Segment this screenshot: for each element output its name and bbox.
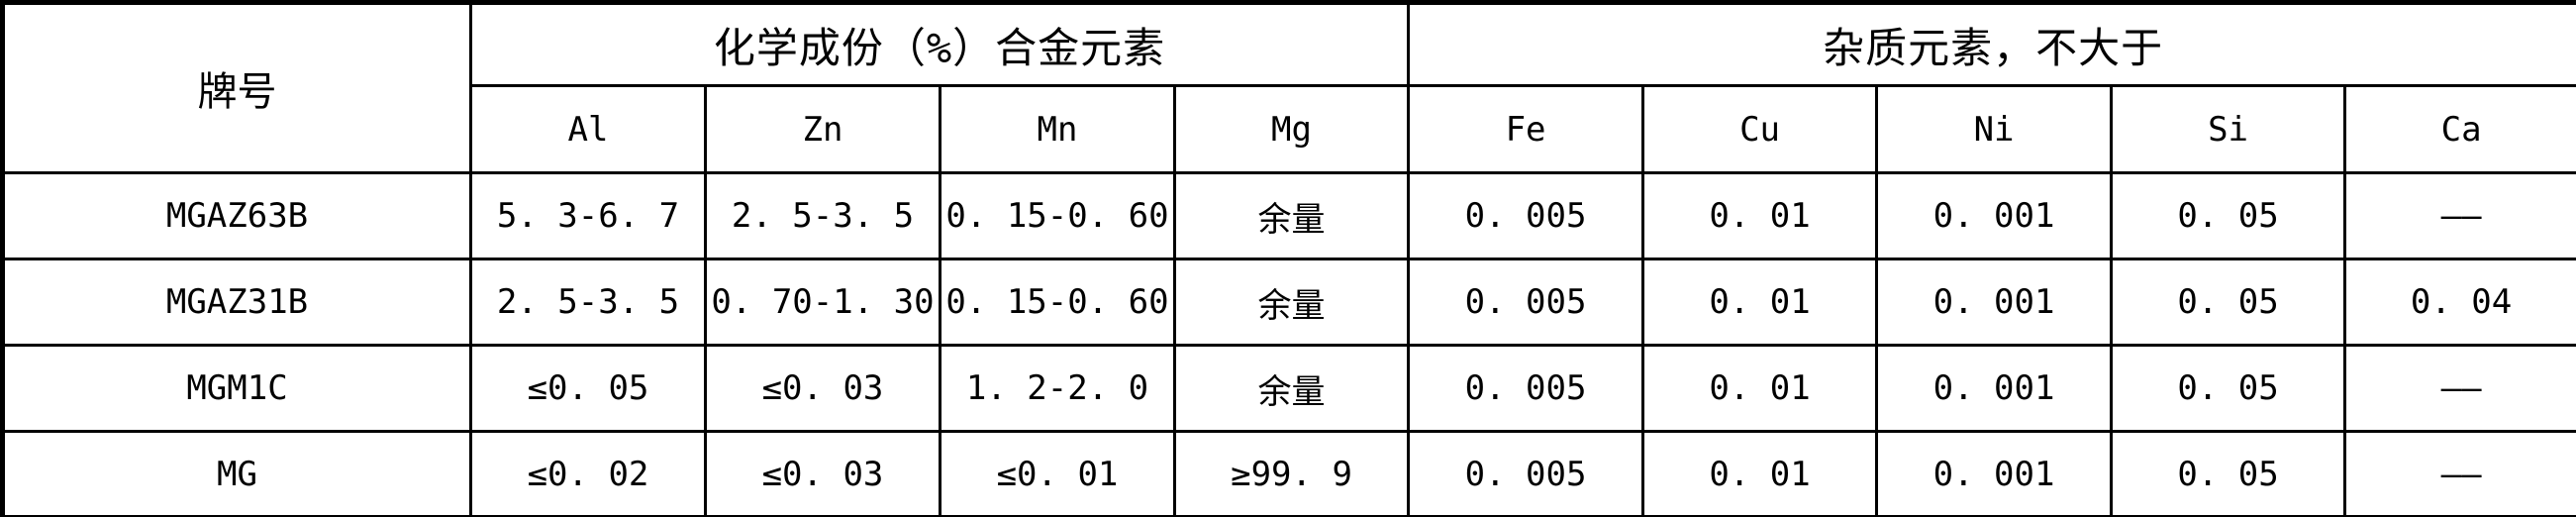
value-cell-ca: —— (2343, 344, 2576, 433)
value-cell-fe: 0. 005 (1407, 344, 1645, 433)
value-cell-ni: 0. 001 (1875, 258, 2114, 347)
grade-cell: MGAZ31B (1, 258, 472, 347)
value-cell-si: 0. 05 (2110, 344, 2347, 433)
value-cell-mg: 余量 (1172, 171, 1411, 260)
column-header-cu: Cu (1641, 84, 1879, 174)
column-header-ca: Ca (2343, 84, 2576, 174)
value-cell-zn: 2. 5-3. 5 (704, 171, 941, 260)
value-cell-cu: 0. 01 (1641, 430, 1879, 517)
value-cell-ca: 0. 04 (2343, 258, 2576, 347)
value-cell-mg: 余量 (1172, 258, 1411, 347)
column-header-mn: Mn (939, 84, 1176, 174)
value-cell-si: 0. 05 (2110, 171, 2347, 260)
value-cell-cu: 0. 01 (1641, 344, 1879, 433)
column-header-ni: Ni (1875, 84, 2114, 174)
table-row: MGAZ63B 5. 3-6. 7 2. 5-3. 5 0. 15-0. 60 … (1, 171, 2576, 260)
value-cell-mn: 1. 2-2. 0 (939, 344, 1176, 433)
grade-cell: MG (1, 430, 472, 517)
value-cell-zn: ≤0. 03 (704, 344, 941, 433)
value-cell-mn: ≤0. 01 (939, 430, 1176, 517)
value-cell-ca: —— (2343, 171, 2576, 260)
value-cell-zn: 0. 70-1. 30 (704, 258, 941, 347)
impurity-elements-group-header: 杂质元素，不大于 (1407, 1, 2576, 87)
value-cell-mg: ≥99. 9 (1172, 430, 1411, 517)
value-cell-fe: 0. 005 (1407, 430, 1645, 517)
grade-cell: MGM1C (1, 344, 472, 433)
column-header-si: Si (2110, 84, 2347, 174)
column-header-al: Al (469, 84, 707, 174)
value-cell-si: 0. 05 (2110, 430, 2347, 517)
value-cell-al: 5. 3-6. 7 (469, 171, 707, 260)
value-cell-cu: 0. 01 (1641, 258, 1879, 347)
alloy-elements-group-header: 化学成份（%）合金元素 (468, 1, 1411, 87)
grade-column-header: 牌号 (1, 1, 472, 174)
value-cell-ni: 0. 001 (1875, 430, 2114, 517)
value-cell-mg: 余量 (1172, 344, 1411, 433)
value-cell-mn: 0. 15-0. 60 (939, 258, 1176, 347)
value-cell-fe: 0. 005 (1407, 258, 1645, 347)
group-header-row: 牌号 化学成份（%）合金元素 杂质元素，不大于 (1, 1, 2576, 174)
column-header-mg: Mg (1172, 84, 1411, 174)
table-row: MGAZ31B 2. 5-3. 5 0. 70-1. 30 0. 15-0. 6… (1, 258, 2576, 347)
column-header-zn: Zn (704, 84, 941, 174)
value-cell-ca: —— (2343, 430, 2576, 517)
value-cell-si: 0. 05 (2110, 258, 2347, 347)
value-cell-zn: ≤0. 03 (704, 430, 941, 517)
element-header-row: Al Zn Mn Mg Fe Cu Ni Si Ca (3, 84, 2576, 174)
value-cell-mn: 0. 15-0. 60 (939, 171, 1176, 260)
value-cell-al: ≤0. 05 (469, 344, 707, 433)
value-cell-ni: 0. 001 (1875, 344, 2114, 433)
value-cell-ni: 0. 001 (1875, 171, 2114, 260)
grade-cell: MGAZ63B (1, 171, 472, 260)
value-cell-cu: 0. 01 (1641, 171, 1879, 260)
table-row: MGM1C ≤0. 05 ≤0. 03 1. 2-2. 0 余量 0. 005 … (1, 344, 2576, 433)
value-cell-al: ≤0. 02 (469, 430, 707, 517)
column-header-fe: Fe (1407, 84, 1645, 174)
value-cell-fe: 0. 005 (1407, 171, 1645, 260)
table-row: MG ≤0. 02 ≤0. 03 ≤0. 01 ≥99. 9 0. 005 0.… (1, 430, 2576, 517)
value-cell-al: 2. 5-3. 5 (469, 258, 707, 347)
